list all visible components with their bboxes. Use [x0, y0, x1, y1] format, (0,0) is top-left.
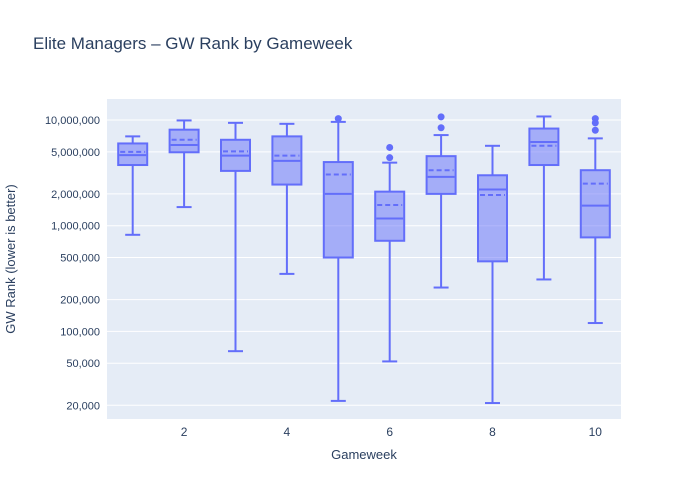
y-tick-label: 20,000 — [66, 400, 100, 412]
y-tick-label: 200,000 — [60, 295, 100, 307]
iqr-box — [579, 169, 611, 239]
y-tick-label: 1,000,000 — [51, 221, 100, 233]
outlier-point — [386, 143, 394, 151]
box-gw2 — [168, 119, 200, 209]
y-axis-title: GW Rank (lower is better) — [3, 184, 18, 334]
box-gw6 — [374, 143, 406, 363]
y-tick-label: 10,000,000 — [45, 115, 100, 127]
iqr-box — [374, 190, 406, 242]
iqr-box — [168, 128, 200, 154]
plot-layer: 10,000,000 5,000,000 2,000,000 1,000,000 500… — [45, 99, 621, 439]
iqr-box — [322, 161, 354, 259]
box-gw7 — [425, 113, 457, 289]
y-tick-label: 5,000,000 — [51, 147, 100, 159]
box-gw9 — [528, 115, 560, 281]
y-tick-label: 2,000,000 — [51, 189, 100, 201]
y-tick-label: 100,000 — [60, 326, 100, 338]
outlier-point — [386, 154, 394, 162]
box-gw8 — [477, 144, 508, 405]
box-gw4 — [271, 122, 303, 275]
box-gw5 — [322, 115, 354, 402]
iqr-box — [477, 174, 508, 263]
outlier-point — [437, 113, 445, 121]
iqr-box — [425, 155, 457, 195]
box-gw10 — [579, 115, 611, 325]
box-gw1 — [117, 135, 149, 236]
box-gw3 — [220, 121, 251, 353]
outlier-point — [591, 126, 599, 134]
y-tick-label: 50,000 — [66, 358, 100, 370]
x-axis-title: Gameweek — [331, 447, 397, 462]
x-tick-label: 10 — [589, 425, 603, 439]
chart-title: Elite Managers – GW Rank by Gameweek — [33, 34, 353, 53]
outlier-point — [591, 115, 599, 123]
outlier-point — [437, 124, 445, 132]
outlier-point — [334, 115, 342, 123]
x-tick-label: 8 — [489, 425, 496, 439]
x-tick-label: 6 — [386, 425, 393, 439]
x-tick-label: 2 — [181, 425, 188, 439]
x-tick-label: 4 — [284, 425, 291, 439]
y-tick-label: 500,000 — [60, 253, 100, 265]
